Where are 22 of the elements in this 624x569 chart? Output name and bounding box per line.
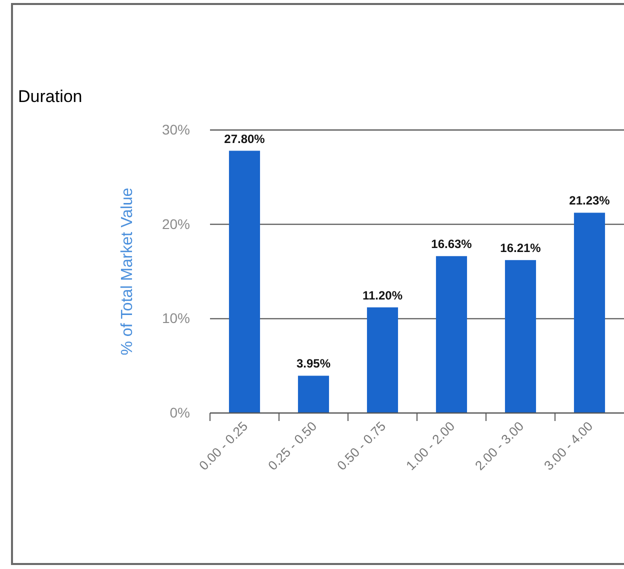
y-tick-label: 20% xyxy=(162,216,190,232)
y-axis-title: % of Total Market Value xyxy=(119,188,136,356)
data-label: 3.95% xyxy=(296,356,331,371)
bar xyxy=(574,212,606,413)
data-label: 16.63% xyxy=(431,237,472,252)
y-tick-label: 0% xyxy=(170,404,190,420)
x-tick-label: 0.00 - 0.25 xyxy=(196,418,251,474)
y-tick-label: 30% xyxy=(162,121,190,138)
data-label: 27.80% xyxy=(224,132,266,146)
data-label: 21.23% xyxy=(569,194,610,208)
bar xyxy=(228,150,260,413)
bar xyxy=(366,307,398,413)
x-tick-label: 0.50 - 0.75 xyxy=(334,418,389,474)
data-label: 11.20% xyxy=(362,288,403,302)
bar xyxy=(436,256,468,413)
bar xyxy=(298,376,330,413)
text: Duration xyxy=(18,87,82,106)
bar xyxy=(504,260,536,413)
x-tick-label: 0.25 - 0.50 xyxy=(265,418,320,474)
x-tick-label: 3.00 - 4.00 xyxy=(541,418,596,474)
y-tick-label: 10% xyxy=(162,310,190,326)
data-label: 16.21% xyxy=(500,241,542,256)
